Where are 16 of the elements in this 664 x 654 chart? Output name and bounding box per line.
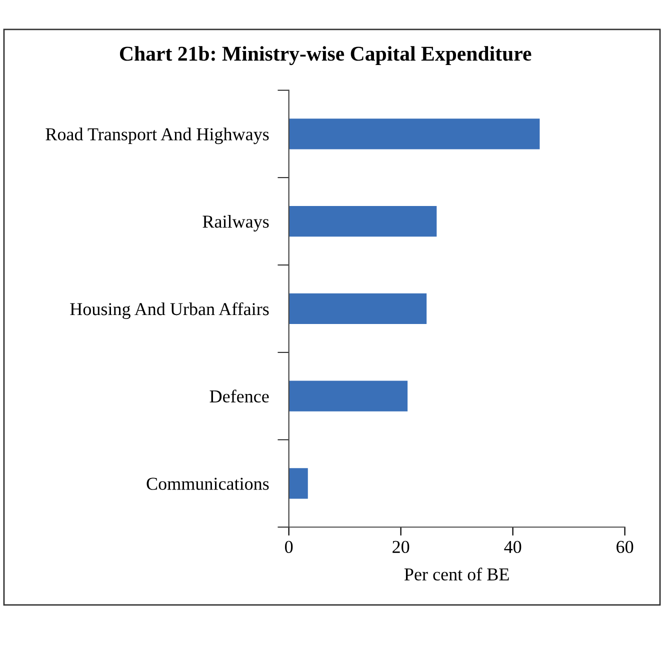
y-tick-label: Defence xyxy=(210,390,269,403)
chart-title: Chart 21b: Ministry-wise Capital Expenditure xyxy=(120,46,532,66)
x-tick-label: 0 xyxy=(285,540,293,554)
x-axis-title: Per cent of BE xyxy=(404,568,509,581)
x-tick-label: 60 xyxy=(616,540,634,554)
y-tick-label: Communications xyxy=(146,478,269,490)
bar xyxy=(288,206,437,237)
bar xyxy=(288,293,427,324)
x-tick-label: 40 xyxy=(504,540,522,554)
bar xyxy=(288,118,540,150)
x-tick-label: 20 xyxy=(392,540,410,554)
bar xyxy=(288,468,308,499)
y-tick-label: Housing And Urban Affairs xyxy=(70,302,269,319)
bar xyxy=(288,380,408,412)
y-tick-label: Railways xyxy=(202,215,269,232)
y-tick-label: Road Transport And Highways xyxy=(46,128,269,144)
